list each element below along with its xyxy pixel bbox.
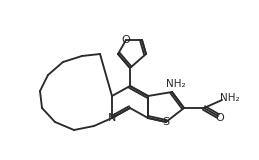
Text: O: O [122,35,130,45]
Text: N: N [108,113,116,123]
Text: S: S [162,117,170,127]
Text: O: O [216,113,224,123]
Text: NH₂: NH₂ [166,79,186,89]
Text: NH₂: NH₂ [220,93,240,103]
